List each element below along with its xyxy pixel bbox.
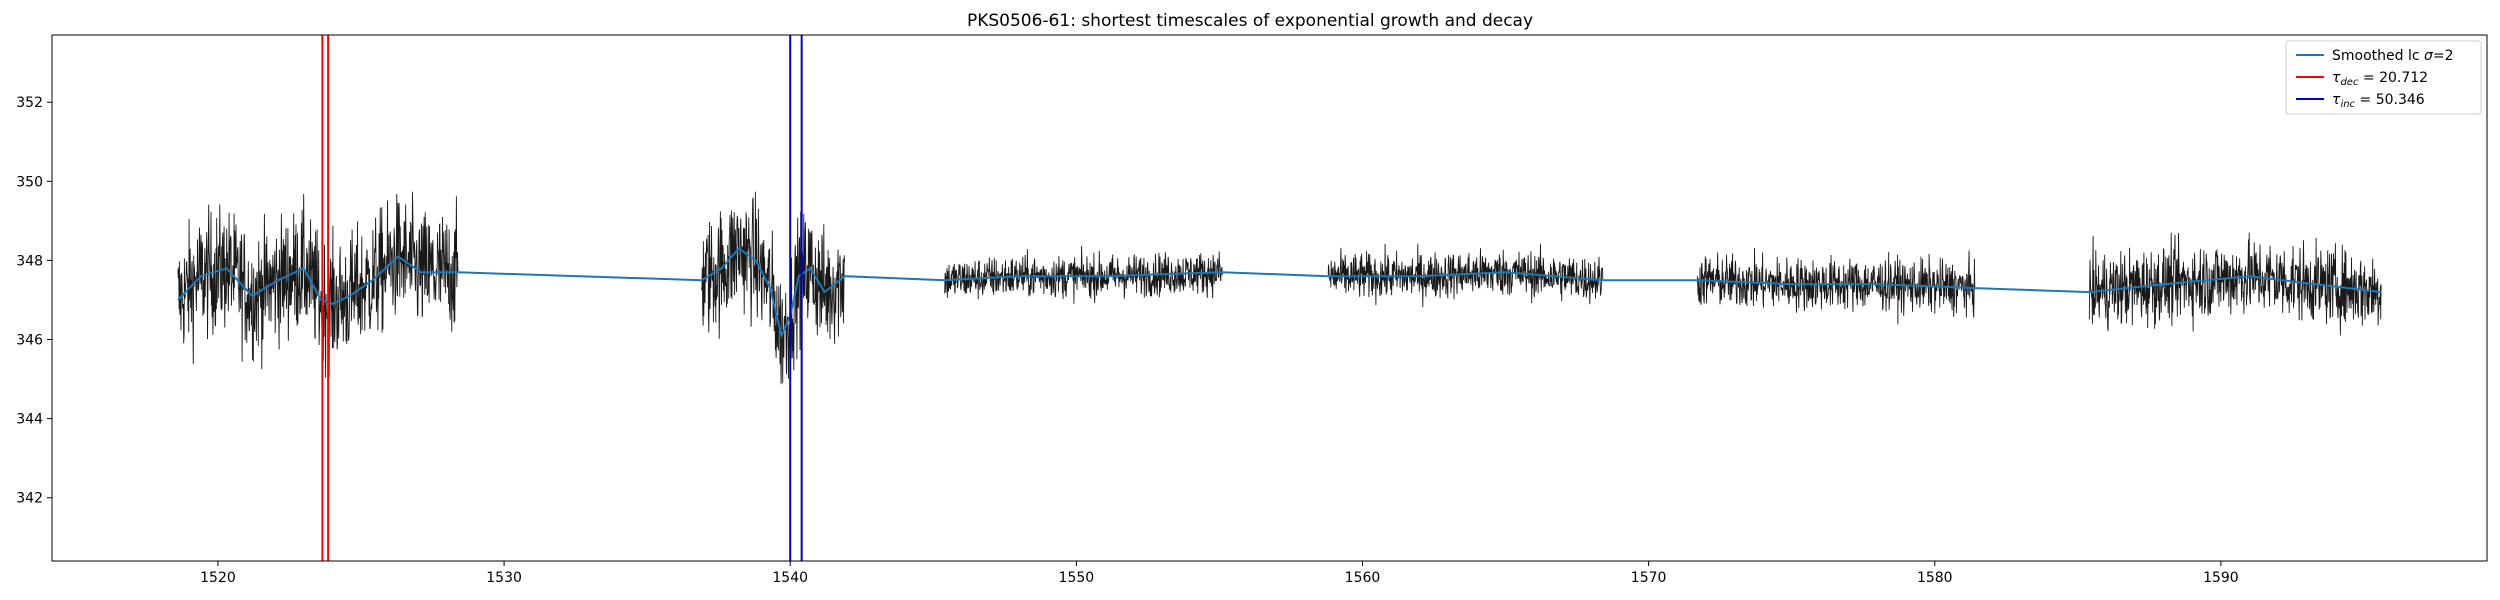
raw-lightcurve-segment (1327, 243, 1604, 308)
raw-lightcurve-segment (1696, 248, 1976, 325)
x-tick-label: 1560 (1345, 570, 1381, 586)
x-tick-label: 1550 (1059, 570, 1095, 586)
timescale-lines-layer (321, 35, 803, 561)
y-tick-label: 348 (16, 253, 43, 269)
x-tick-label: 1530 (486, 570, 522, 586)
legend-label-smoothed: Smoothed lc σ=2 (2332, 48, 2454, 64)
x-tick-label: 1570 (1631, 570, 1667, 586)
x-tick-label: 1580 (1917, 570, 1953, 586)
legend-label-tau-inc: τinc = 50.346 (2332, 92, 2425, 110)
y-tick-label: 344 (16, 412, 43, 428)
y-tick-label: 352 (16, 95, 43, 111)
raw-lightcurve-segment (177, 191, 459, 378)
smoothed-lightcurve-line (177, 247, 2382, 339)
x-axis-ticks: 1520 1530 1540 1550 1560 1570 1580 1590 (200, 561, 2239, 586)
raw-lightcurve-segment (2088, 232, 2382, 336)
smoothed-lightcurve-layer (177, 247, 2382, 339)
chart-title: PKS0506-61: shortest timescales of expon… (966, 11, 1534, 31)
raw-lightcurve-layer (177, 191, 2382, 385)
y-axis-ticks: 342 344 346 348 350 352 (16, 95, 52, 507)
y-tick-label: 342 (16, 491, 43, 507)
raw-lightcurve-segment (701, 191, 846, 385)
raw-lightcurve-segment (944, 245, 1223, 304)
legend-box (2285, 40, 2482, 115)
x-tick-label: 1520 (200, 570, 236, 586)
plot-frame (51, 34, 2488, 562)
x-tick-label: 1590 (2203, 570, 2239, 586)
legend: Smoothed lc σ=2 τdec = 20.712 τinc = 50.… (2285, 40, 2482, 115)
x-tick-label: 1540 (772, 570, 808, 586)
y-tick-label: 350 (16, 174, 43, 190)
y-tick-label: 346 (16, 333, 43, 349)
legend-label-tau-dec: τdec = 20.712 (2332, 70, 2428, 88)
